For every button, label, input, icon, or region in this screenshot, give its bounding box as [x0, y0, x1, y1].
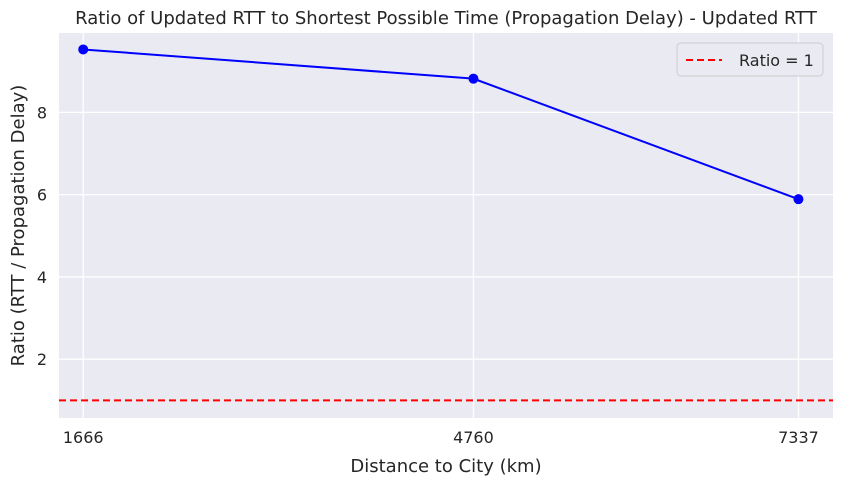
- y-tick-label: 2: [37, 350, 47, 369]
- x-tick-label: 7337: [778, 428, 819, 447]
- x-tick-label: 4760: [453, 428, 494, 447]
- data-point: [468, 73, 479, 84]
- grid: [59, 33, 833, 418]
- data-point: [78, 44, 89, 55]
- y-axis-label: Ratio (RTT / Propagation Delay): [8, 85, 29, 367]
- data-point: [793, 194, 804, 205]
- y-tick-label: 6: [37, 186, 47, 205]
- legend-label-ratio-1: Ratio = 1: [739, 51, 814, 70]
- y-tick-label: 4: [37, 268, 47, 287]
- x-tick-label: 1666: [63, 428, 104, 447]
- legend-box: [676, 42, 824, 77]
- x-axis-label: Distance to City (km): [350, 456, 541, 477]
- series-layer: [78, 44, 804, 205]
- tick-labels: 1666 4760 7337 2 4 6 8: [37, 103, 819, 447]
- plot-area: [59, 33, 833, 418]
- chart-title: Ratio of Updated RTT to Shortest Possibl…: [75, 8, 818, 29]
- y-tick-label: 8: [37, 103, 47, 122]
- legend: Ratio = 1: [676, 42, 824, 77]
